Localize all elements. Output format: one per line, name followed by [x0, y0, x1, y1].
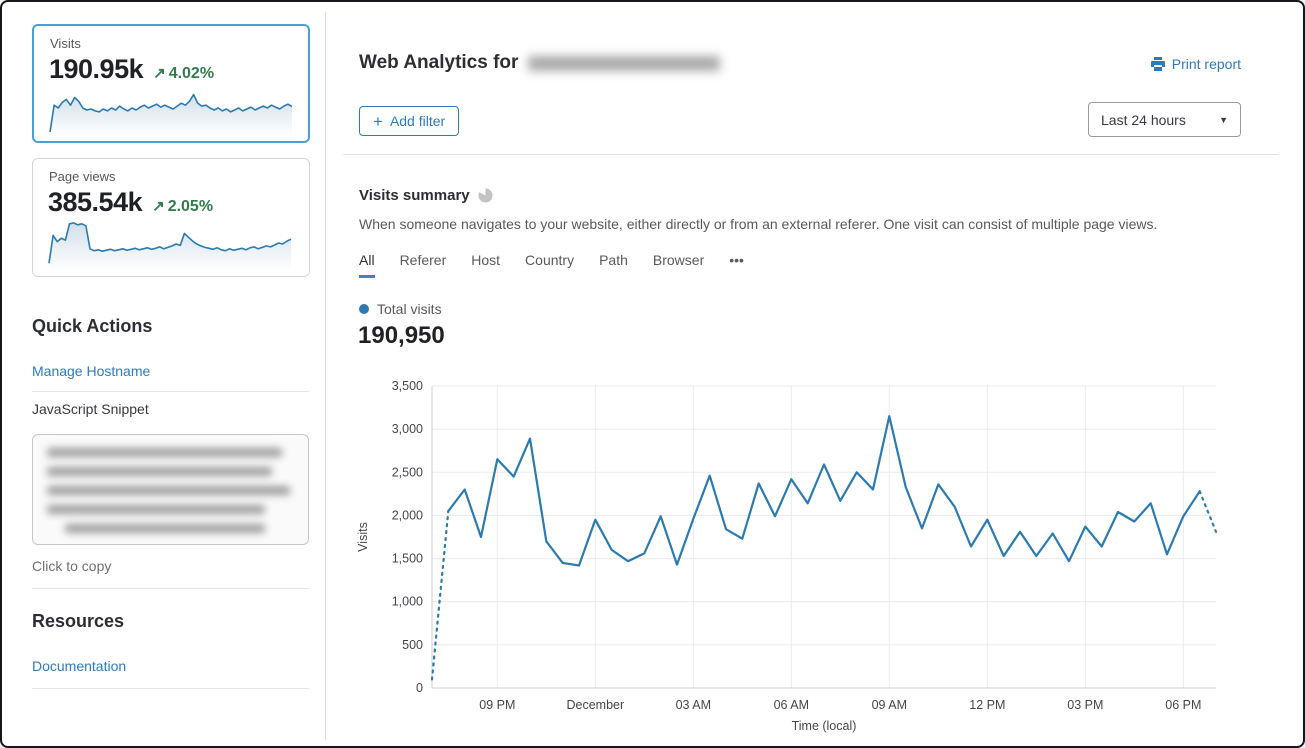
svg-text:3,500: 3,500 [392, 379, 423, 393]
click-to-copy-hint: Click to copy [32, 558, 112, 574]
svg-text:2,500: 2,500 [392, 465, 423, 479]
plus-icon: + [373, 111, 383, 131]
blurred-domain [528, 55, 721, 71]
metric-card-value: 190.95k [49, 54, 144, 84]
tab-browser[interactable]: Browser [652, 252, 705, 268]
add-filter-button[interactable]: + Add filter [359, 106, 460, 136]
total-visits-value: 190,950 [358, 322, 445, 349]
svg-text:09 AM: 09 AM [872, 698, 907, 712]
metric-card-page-views[interactable]: Page views 385.54k ↗ 2.05% [32, 158, 310, 277]
blurred-snippet-line [47, 467, 272, 476]
svg-text:500: 500 [402, 638, 423, 652]
blurred-snippet-line [47, 448, 282, 457]
visits-summary-heading: Visits summary [359, 187, 493, 204]
chart-legend: Total visits [359, 301, 442, 317]
metric-card-visits[interactable]: Visits 190.95k ↗ 4.02% [32, 24, 310, 143]
svg-text:1,500: 1,500 [392, 552, 423, 566]
metric-card-label: Page views [49, 169, 116, 184]
svg-text:06 PM: 06 PM [1165, 698, 1201, 712]
pie-chart-help-icon[interactable] [478, 188, 493, 203]
svg-text:2,000: 2,000 [392, 508, 423, 522]
manage-hostname-link[interactable]: Manage Hostname [32, 363, 151, 379]
page-title: Web Analytics for [359, 52, 721, 74]
print-report-link[interactable]: Print report [1150, 56, 1241, 72]
visits-line-chart: 0 500 1,000 1,500 2,000 2,500 3,000 3,500 09 PM D… [356, 379, 1218, 733]
tab-host[interactable]: Host [471, 252, 501, 268]
time-range-dropdown[interactable]: Last 24 hours ▼ [1088, 102, 1241, 137]
svg-text:06 AM: 06 AM [774, 698, 809, 712]
visits-sparkline-chart [49, 93, 293, 136]
blurred-snippet-line [47, 486, 290, 495]
resources-heading: Resources [32, 611, 125, 631]
divider [32, 588, 309, 589]
trend-up-arrow-icon: ↗ [153, 65, 166, 82]
quick-actions-heading: Quick Actions [32, 316, 153, 336]
header-divider [343, 154, 1279, 155]
printer-icon [1150, 57, 1165, 71]
svg-text:December: December [566, 698, 624, 712]
blurred-snippet-line [65, 524, 265, 533]
tab-path[interactable]: Path [599, 252, 628, 268]
svg-text:03 AM: 03 AM [676, 698, 711, 712]
svg-text:Time (local): Time (local) [792, 719, 857, 733]
svg-text:03 PM: 03 PM [1067, 698, 1103, 712]
javascript-snippet-label: JavaScript Snippet [32, 401, 149, 417]
tab-more-ellipsis[interactable]: ••• [729, 252, 744, 268]
legend-label: Total visits [377, 301, 442, 317]
metric-card-value: 385.54k [48, 187, 143, 217]
sidebar-main-divider [325, 12, 326, 740]
svg-text:1,000: 1,000 [392, 595, 423, 609]
chevron-down-icon: ▼ [1219, 114, 1228, 125]
divider [32, 391, 309, 392]
divider [32, 688, 309, 689]
legend-dot-icon [359, 304, 369, 314]
metric-card-change: ↗ 2.05% [152, 198, 214, 215]
tab-all[interactable]: All [359, 252, 375, 278]
page-views-sparkline-chart [48, 222, 292, 271]
svg-text:Visits: Visits [356, 522, 370, 552]
documentation-link[interactable]: Documentation [32, 658, 127, 674]
svg-text:09 PM: 09 PM [479, 698, 515, 712]
visits-summary-description: When someone navigates to your website, … [359, 216, 1158, 232]
trend-up-arrow-icon: ↗ [152, 198, 165, 215]
blurred-snippet-line [47, 505, 265, 514]
metric-card-label: Visits [50, 36, 81, 51]
tab-country[interactable]: Country [525, 252, 575, 268]
tab-referer[interactable]: Referer [399, 252, 447, 268]
metric-card-change: ↗ 4.02% [153, 65, 215, 82]
svg-text:12 PM: 12 PM [969, 698, 1005, 712]
svg-text:3,000: 3,000 [392, 422, 423, 436]
svg-text:0: 0 [416, 681, 423, 695]
summary-tab-bar: All Referer Host Country Path Browser ••… [359, 252, 744, 278]
javascript-snippet-code-box[interactable] [32, 434, 309, 545]
